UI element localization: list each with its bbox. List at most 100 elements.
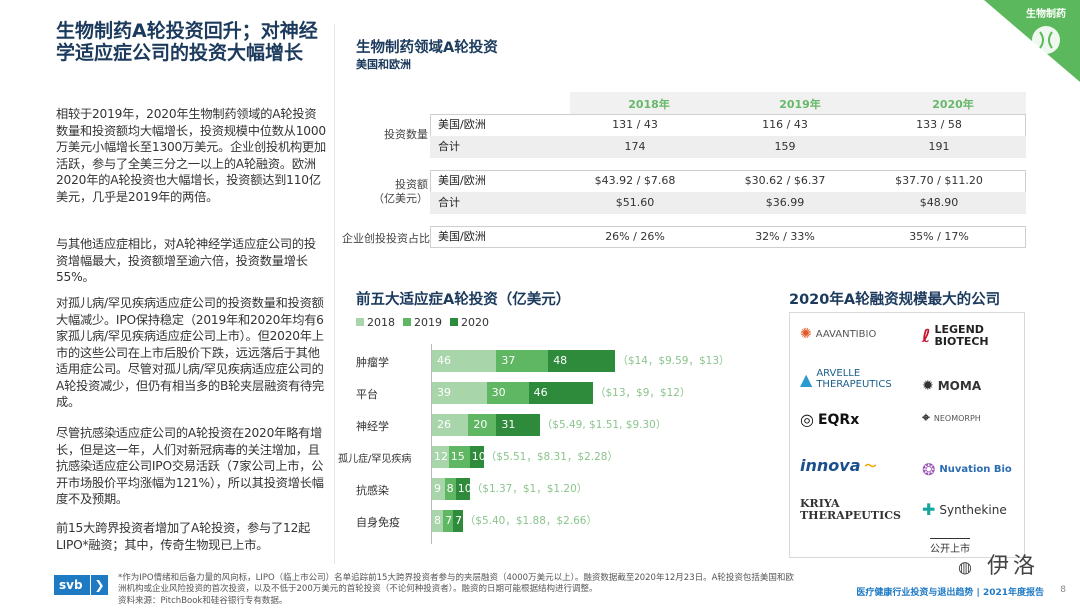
wechat-icon: ◍: [958, 557, 976, 577]
logo-moma: ✹ MOMA: [922, 378, 982, 394]
bar-segment-2018: 8: [432, 510, 444, 532]
paragraph-3: 对孤儿病/罕见疾病适应症公司的投资数量和投资额大幅减少。IPO保持稳定（2019…: [56, 296, 325, 409]
category-corner-badge: 生物制药: [984, 0, 1080, 82]
logo-aavantibio: ✺ AAVANTIBIO: [800, 326, 877, 342]
report-name: 医疗健康行业投资与退出趋势 | 2021年度报告: [856, 588, 1044, 598]
innova-swoosh-icon: 〜: [864, 459, 877, 473]
cell-2019: $36.99: [765, 196, 805, 209]
cell-2018: $51.60: [615, 196, 655, 209]
cell-2020: $37.70 / $11.20: [895, 174, 983, 187]
group-label-amount: 投资额 （亿美元）: [373, 178, 428, 205]
legend-icon: ℓ: [922, 325, 931, 347]
logo-neomorph: ⌖ NEOMORPH: [922, 410, 981, 426]
companies-title: 2020年A轮融资规模最大的公司: [789, 292, 1001, 308]
category-label: 生物制药: [1026, 9, 1066, 20]
row-label: 美国/欧洲: [438, 174, 486, 187]
moma-icon: ✹: [922, 378, 934, 394]
logo-eqrx: ◎ EQRx: [800, 410, 860, 429]
cell-2018: 174: [624, 140, 646, 153]
bar-segment-2019: 8: [444, 478, 456, 500]
watermark: ◍ 伊洛: [958, 554, 1039, 579]
logo-nuvation-bio: ❂ Nuvation Bio: [922, 460, 1012, 479]
row-label: 合计: [438, 140, 460, 153]
year-header-band: [570, 92, 1026, 114]
chevron-right-icon: ❯: [90, 575, 108, 595]
eqrx-icon: ◎: [800, 410, 814, 429]
page-number: 8: [1060, 585, 1066, 595]
group-label-cvc: 企业创投投资占比: [342, 232, 430, 245]
cell-2019: 116 / 43: [762, 118, 808, 131]
column-divider: [334, 24, 335, 564]
table-subtitle: 美国和欧洲: [356, 58, 411, 71]
group-label-count: 投资数量: [384, 128, 428, 141]
bar-segment-2019: 15: [448, 446, 470, 468]
source-note: 资料来源：PitchBook和硅谷银行专有数据。: [118, 596, 288, 606]
bar-segment-2018: 12: [432, 446, 449, 468]
page-title: 生物制药A轮投资回升；对神经学适应症公司的投资大幅增长: [56, 20, 318, 64]
row-label: 合计: [438, 196, 460, 209]
legend-item-2019: 2019: [403, 316, 442, 329]
table-row: 美国/欧洲 $43.92 / $7.68 $30.62 / $6.37 $37.…: [430, 170, 1026, 192]
row-label: 美国/欧洲: [438, 118, 486, 131]
bar-segment-2018: 26: [432, 414, 469, 436]
cell-2020: 191: [928, 140, 950, 153]
year-2019: 2019年: [779, 98, 821, 111]
cell-2019: 32% / 33%: [755, 230, 815, 243]
bar-segment-2018: 9: [432, 478, 445, 500]
logo-arvelle: ▲ ARVELLE THERAPEUTICS: [800, 368, 892, 390]
bar-category-label: 抗感染: [356, 484, 389, 497]
cell-2020: 133 / 58: [916, 118, 962, 131]
bar-segment-2018: 46: [432, 350, 497, 372]
year-2020: 2020年: [932, 98, 974, 111]
table-row: 美国/欧洲 131 / 43 116 / 43 133 / 58: [430, 114, 1026, 136]
chart-axis: [431, 344, 432, 544]
bar-category-label: 平台: [356, 388, 378, 401]
bar-category-label: 自身免疫: [356, 516, 400, 529]
bar-segment-2018: 39: [432, 382, 487, 404]
legend-item-2018: 2018: [356, 316, 395, 329]
paragraph-2: 与其他适应症相比，对A轮神经学适应症公司的投资增幅最大，投资额增至逾六倍，投资数…: [56, 237, 316, 284]
bar-segment-2019: 20: [468, 414, 497, 436]
cell-2018: 26% / 26%: [605, 230, 665, 243]
table-title: 生物制药领域A轮投资: [356, 40, 498, 56]
bar-category-label: 肿瘤学: [356, 356, 389, 369]
bar-segment-2020: 46: [528, 382, 593, 404]
legend-item-2020: 2020: [450, 316, 489, 329]
bar-note-label: （$14，$9.59，$13）: [617, 355, 730, 367]
paragraph-5: 前15大跨界投资者增加了A轮投资，参与了12起LIPO*融资；其中，传奇生物现已…: [56, 521, 311, 552]
public-listing-note: 公开上市: [930, 538, 970, 555]
synthekine-icon: ✚: [922, 500, 936, 519]
bar-note-label: （$5.40，$1.88，$2.66）: [464, 515, 597, 527]
neomorph-icon: ⌖: [922, 410, 930, 426]
cell-2019: 159: [774, 140, 796, 153]
cell-2018: $43.92 / $7.68: [594, 174, 676, 187]
paragraph-4: 尽管抗感染适应症公司的A轮投资在2020年略有增长，但是这一年，人们对新冠病毒的…: [56, 426, 324, 506]
paragraph-1: 相较于2019年，2020年生物制药领域的A轮投资数量和投资额均大幅增长，投资规…: [56, 107, 326, 204]
chart-title: 前五大适应症A轮投资（亿美元）: [356, 292, 571, 308]
table-row: 合计 174 159 191: [430, 136, 1026, 158]
table-group-cvc: [430, 226, 1026, 248]
bar-note-label: （$1.37，$1，$1.20）: [471, 483, 588, 495]
logo-legend-biotech: ℓ LEGEND BIOTECH: [922, 323, 989, 348]
cell-2018: 131 / 43: [612, 118, 658, 131]
cell-2019: $30.62 / $6.37: [744, 174, 826, 187]
nuvation-icon: ❂: [922, 460, 936, 479]
bar-note-label: （$5.49, $1.51, $9.30）: [541, 419, 667, 431]
year-2018: 2018年: [628, 98, 670, 111]
bar-segment-2020: 7: [453, 510, 463, 532]
row-label: 美国/欧洲: [438, 230, 486, 243]
aavantibio-icon: ✺: [800, 326, 812, 342]
bar-segment-2019: 7: [443, 510, 453, 532]
chart-legend: 2018 2019 2020: [356, 316, 489, 329]
bar-category-label: 神经学: [356, 420, 389, 433]
bar-note-label: （$13，$9，$12）: [595, 387, 691, 399]
arvelle-icon: ▲: [800, 369, 813, 389]
logo-synthekine: ✚ Synthekine: [922, 500, 1007, 519]
table-row: 美国/欧洲 26% / 26% 32% / 33% 35% / 17%: [430, 226, 1026, 248]
bar-segment-2020: 48: [548, 350, 616, 372]
cell-2020: $48.90: [919, 196, 959, 209]
bar-segment-2020: 10: [469, 446, 484, 468]
logo-innova: innova 〜: [800, 456, 877, 475]
bar-note-label: （$5.51，$8.31，$2.28）: [485, 451, 618, 463]
bar-segment-2020: 31: [496, 414, 540, 436]
